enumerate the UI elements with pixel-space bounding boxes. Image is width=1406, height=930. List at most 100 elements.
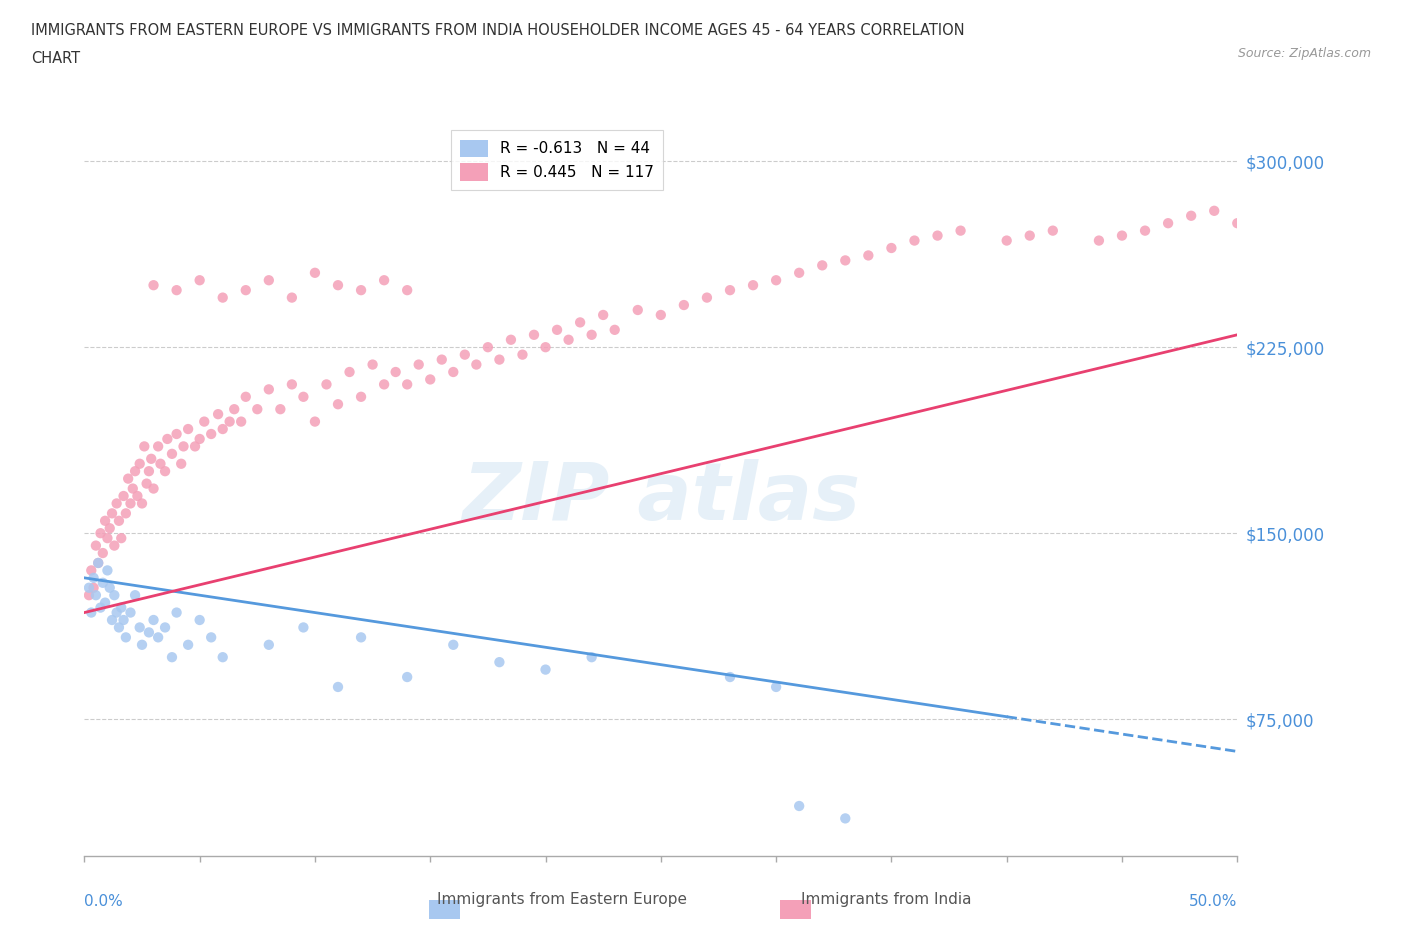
Point: [94, 595, 117, 610]
Point: [246, 402, 269, 417]
Point: [292, 620, 315, 635]
Point: [696, 290, 718, 305]
Text: 50.0%: 50.0%: [1189, 895, 1237, 910]
Point: [108, 513, 131, 528]
Point: [396, 377, 419, 392]
Point: [94, 513, 117, 528]
Point: [581, 327, 603, 342]
Point: [166, 427, 188, 442]
Point: [1204, 204, 1226, 219]
Point: [603, 323, 626, 338]
Point: [146, 630, 169, 644]
Point: [742, 278, 765, 293]
Point: [557, 332, 579, 347]
Point: [105, 605, 128, 620]
Point: [396, 670, 419, 684]
Point: [281, 290, 304, 305]
Point: [1133, 223, 1156, 238]
Point: [89, 525, 111, 540]
Point: [672, 298, 695, 312]
Point: [184, 439, 207, 454]
Point: [787, 799, 810, 814]
Point: [339, 365, 361, 379]
Point: [880, 241, 903, 256]
Point: [787, 265, 810, 280]
Point: [115, 630, 138, 644]
Point: [350, 630, 373, 644]
Point: [1042, 223, 1064, 238]
Point: [211, 650, 233, 665]
Point: [188, 613, 211, 628]
Point: [384, 365, 406, 379]
Point: [110, 600, 132, 615]
Point: [207, 406, 229, 421]
Point: [120, 496, 142, 511]
Point: [80, 605, 103, 620]
Point: [177, 421, 200, 436]
Point: [170, 457, 193, 472]
Point: [430, 352, 453, 367]
Point: [77, 580, 100, 595]
Point: [257, 272, 280, 287]
Point: [326, 278, 349, 293]
Point: [112, 613, 135, 628]
Point: [218, 414, 240, 429]
Point: [765, 680, 787, 695]
Point: [112, 488, 135, 503]
Point: [108, 620, 131, 635]
Point: [101, 613, 124, 628]
Text: CHART: CHART: [31, 51, 80, 66]
Point: [131, 496, 153, 511]
Point: [173, 439, 195, 454]
Point: [304, 265, 326, 280]
Point: [927, 228, 949, 243]
Point: [546, 323, 568, 338]
Point: [373, 377, 395, 392]
Point: [124, 588, 146, 603]
Point: [361, 357, 384, 372]
Point: [142, 278, 165, 293]
Point: [200, 427, 222, 442]
Point: [87, 555, 110, 570]
Text: 0.0%: 0.0%: [84, 895, 124, 910]
Point: [627, 302, 650, 317]
Point: [160, 446, 183, 461]
Point: [834, 811, 856, 826]
Point: [581, 650, 603, 665]
Point: [441, 637, 464, 652]
Point: [188, 272, 211, 287]
Point: [499, 332, 522, 347]
Text: IMMIGRANTS FROM EASTERN EUROPE VS IMMIGRANTS FROM INDIA HOUSEHOLDER INCOME AGES : IMMIGRANTS FROM EASTERN EUROPE VS IMMIGR…: [31, 23, 965, 38]
Point: [124, 464, 146, 479]
Point: [834, 253, 856, 268]
Point: [105, 496, 128, 511]
Point: [1088, 233, 1111, 248]
Point: [650, 308, 672, 323]
Point: [512, 347, 534, 362]
Point: [995, 233, 1018, 248]
Point: [534, 662, 557, 677]
Point: [141, 451, 163, 466]
Point: [103, 588, 125, 603]
Point: [115, 506, 138, 521]
Point: [569, 315, 592, 330]
Point: [441, 365, 464, 379]
Point: [142, 613, 165, 628]
Point: [477, 339, 499, 354]
Point: [166, 605, 188, 620]
Point: [373, 272, 395, 287]
Point: [315, 377, 337, 392]
Point: [718, 670, 741, 684]
Point: [350, 283, 373, 298]
Point: [160, 650, 183, 665]
Point: [211, 421, 233, 436]
Point: [121, 481, 143, 496]
Point: [326, 680, 349, 695]
Point: [1111, 228, 1133, 243]
Point: [98, 580, 121, 595]
Point: [120, 605, 142, 620]
Point: [117, 472, 139, 486]
Legend: R = -0.613   N = 44, R = 0.445   N = 117: R = -0.613 N = 44, R = 0.445 N = 117: [451, 130, 664, 190]
Point: [89, 600, 111, 615]
Point: [454, 347, 477, 362]
